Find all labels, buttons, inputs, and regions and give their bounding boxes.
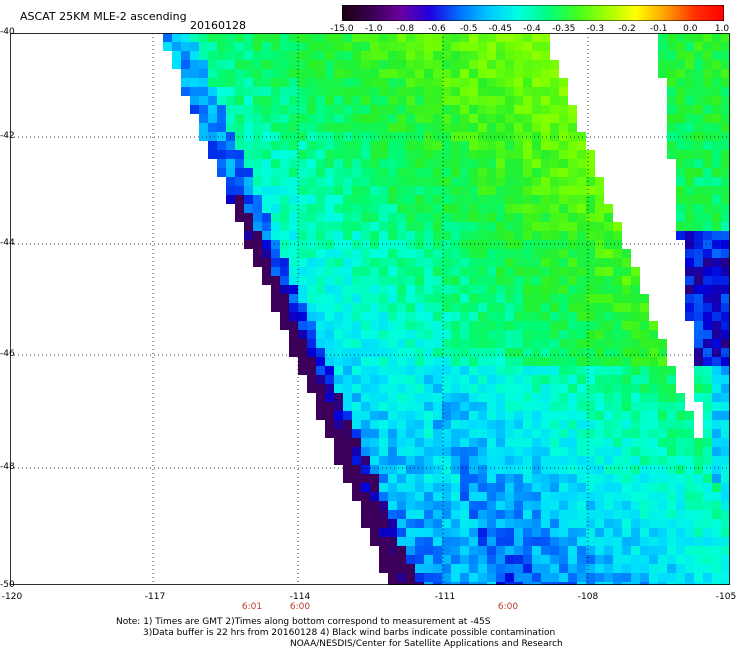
note-line-2: 3)Data buffer is 22 hrs from 20160128 4)… <box>143 628 556 638</box>
colorbar-label: -0.8 <box>396 24 415 34</box>
colorbar-gradient <box>342 5 724 21</box>
lat-label-42: -42 <box>0 131 15 141</box>
colorbar-label: -15.0 <box>330 24 354 34</box>
colorbar <box>342 5 724 21</box>
colorbar-label: -0.35 <box>552 24 576 34</box>
colorbar-label: 1.0 <box>714 24 730 34</box>
lat-label-48: -48 <box>0 462 15 472</box>
lon-label-111: -111 <box>434 592 456 602</box>
lon-label-105: -105 <box>715 592 737 602</box>
colorbar-label: -0.6 <box>428 24 446 34</box>
time-label-1: 6:01 <box>241 602 263 612</box>
note-line-3: NOAA/NESDIS/Center for Satellite Applica… <box>290 639 563 649</box>
plot-title: ASCAT 25KM MLE-2 ascending <box>20 10 187 23</box>
lat-label-40: -40 <box>0 27 15 37</box>
colorbar-label: -0.5 <box>459 24 478 34</box>
lon-label-114: -114 <box>289 592 311 602</box>
colorbar-label: -0.3 <box>586 24 605 34</box>
colorbar-label: -0.1 <box>649 24 668 34</box>
colorbar-label: -0.2 <box>618 24 636 34</box>
colorbar-label: -0.4 <box>523 24 541 34</box>
lat-label-44: -44 <box>0 238 15 248</box>
plot-date: 20160128 <box>190 19 246 32</box>
graticule <box>10 33 730 585</box>
lon-label-108: -108 <box>577 592 599 602</box>
plot-frame <box>10 33 730 585</box>
swath-map <box>10 33 730 585</box>
lon-label-120: -120 <box>1 592 23 602</box>
swath-cells <box>163 33 730 585</box>
lat-label-50: -50 <box>0 580 15 590</box>
colorbar-label: -1.0 <box>364 24 383 34</box>
colorbar-label: 0.0 <box>683 24 698 34</box>
lat-label-46: -46 <box>0 349 15 359</box>
note-line-1: Note: 1) Times are GMT 2)Times along bot… <box>116 617 491 627</box>
colorbar-label: -0.45 <box>488 24 512 34</box>
time-label-2: 6:00 <box>289 602 311 612</box>
time-label-3: 6:00 <box>497 602 519 612</box>
lon-label-117: -117 <box>144 592 166 602</box>
